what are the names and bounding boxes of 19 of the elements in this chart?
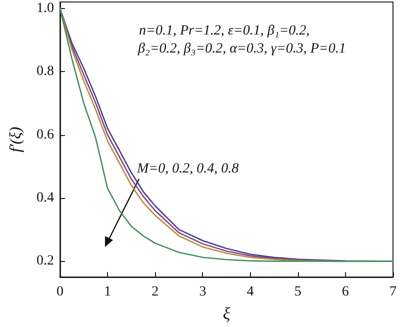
y-tick-label: 0.4 xyxy=(36,190,54,206)
y-tick-label: 0.8 xyxy=(36,64,54,80)
x-tick-label: 0 xyxy=(56,284,64,300)
x-tick-label: 7 xyxy=(390,284,396,300)
annotation: M=0, 0.2, 0.4, 0.8 xyxy=(136,162,239,176)
annotation: β₂=0.2, β₃=0.2, α=0.3, γ=0.3, P=0.1 xyxy=(137,42,346,56)
x-tick-label: 4 xyxy=(246,284,254,300)
annotation: n=0.1, Pr=1.2, ε=0.1, β₁=0.2, xyxy=(139,24,310,38)
y-tick-label: 0.2 xyxy=(36,254,54,269)
x-axis-title: ξ xyxy=(222,304,231,323)
y-axis-title: f′(ξ) xyxy=(8,126,24,152)
x-tick-label: 6 xyxy=(342,284,349,300)
y-tick-label: 0.6 xyxy=(36,127,54,142)
x-tick-label: 3 xyxy=(199,284,206,300)
x-tick-label: 1 xyxy=(104,284,112,300)
line-series xyxy=(59,8,394,262)
x-tick-label: 2 xyxy=(152,284,159,300)
x-tick-label: 5 xyxy=(294,284,302,300)
y-tick-label: 1.0 xyxy=(36,0,54,16)
